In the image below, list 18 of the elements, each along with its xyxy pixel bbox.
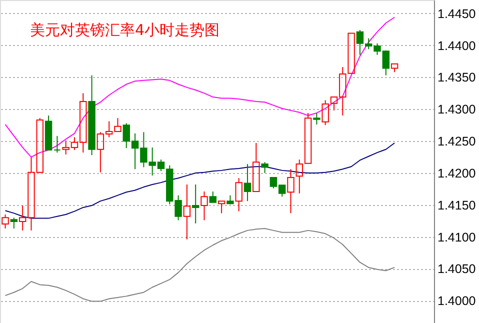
y-tick-label: 1.4100 [438,230,476,244]
text: 美元对英镑汇率4小时走势图 [30,21,220,39]
y-tick-label: 1.4450 [438,6,476,21]
y-tick-label: 1.4050 [438,262,476,276]
y-tick-label: 1.4000 [438,294,476,308]
candlestick [244,164,252,202]
y-tick-label: 1.4300 [438,102,476,117]
y-tick-label: 1.4400 [438,38,476,53]
y-tick-label: 1.4250 [438,134,476,149]
candlestick [313,112,320,125]
candlestick [200,191,208,221]
candlestick [183,184,191,240]
y-tick-label: 1.4350 [438,70,476,85]
candlestick [287,168,294,214]
y-tick-label: 1.4150 [438,198,476,212]
y-tick-label: 1.4200 [438,166,476,180]
candlestick [192,184,200,224]
line-series [4,16,396,158]
